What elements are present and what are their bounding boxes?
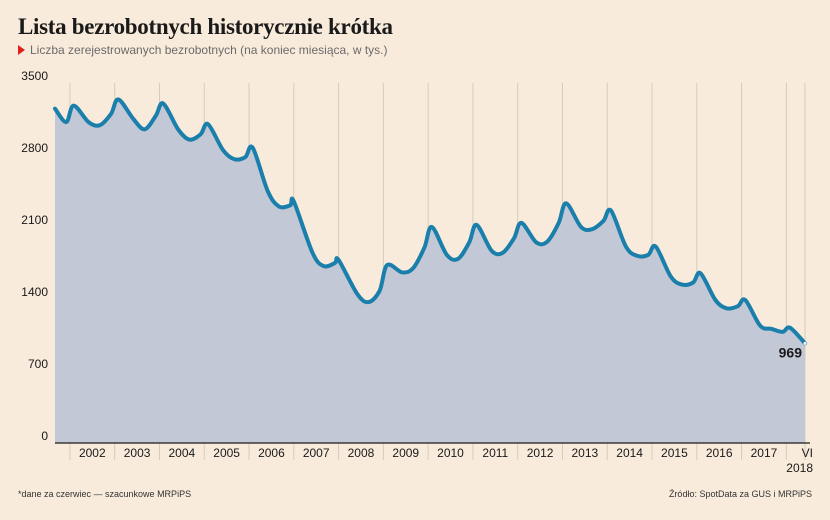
- last-value-label: 969: [779, 344, 803, 360]
- x-axis-labels: 2002 2003 2004 2005 2006 2007 2008 2009 2010 2011…: [79, 446, 813, 475]
- x-tick-label: 2008: [348, 446, 375, 460]
- x-tick-label: 2005: [213, 446, 240, 460]
- y-tick-label: 0: [41, 429, 48, 443]
- y-tick-label: 3500: [21, 69, 48, 83]
- chart-title: Lista bezrobotnych historycznie krótka: [18, 14, 393, 39]
- x-tick-label: 2014: [616, 446, 643, 460]
- x-tick-label: 2010: [437, 446, 464, 460]
- x-tick-label: 2004: [169, 446, 196, 460]
- last-point-marker: [803, 341, 807, 345]
- x-tick-label: 2015: [661, 446, 688, 460]
- y-tick-label: 700: [28, 357, 48, 371]
- footnote: *dane za czerwiec — szacunkowe MRPiPS: [18, 489, 192, 499]
- x-tick-label: 2017: [751, 446, 778, 460]
- x-tick-label: 2003: [124, 446, 151, 460]
- x-tick-label: 2013: [571, 446, 598, 460]
- x-tick-label: 2016: [706, 446, 733, 460]
- chart-subtitle: Liczba zerejestrowanych bezrobotnych (na…: [18, 43, 388, 57]
- x-tick-label: 2002: [79, 446, 106, 460]
- x-tick-label: 2007: [303, 446, 330, 460]
- y-tick-label: 2100: [21, 213, 48, 227]
- x-tick-label: 2011: [482, 446, 508, 460]
- x-tick-label: 2009: [392, 446, 419, 460]
- red-triangle-icon: [18, 45, 25, 55]
- area-fill: [55, 99, 805, 443]
- x-tick-sublabel: 2018: [786, 461, 813, 475]
- source-note: Źródło: SpotData za GUS i MRPiPS: [668, 489, 812, 499]
- x-tick-label: VI: [802, 446, 813, 460]
- y-tick-label: 1400: [21, 285, 48, 299]
- x-tick-label: 2012: [527, 446, 554, 460]
- subtitle-text: Liczba zerejestrowanych bezrobotnych (na…: [30, 43, 388, 57]
- y-tick-label: 2800: [21, 141, 48, 155]
- y-axis-labels: 0 700 1400 2100 2800 3500: [21, 69, 48, 443]
- x-tick-label: 2006: [258, 446, 285, 460]
- series-line: [53, 97, 807, 346]
